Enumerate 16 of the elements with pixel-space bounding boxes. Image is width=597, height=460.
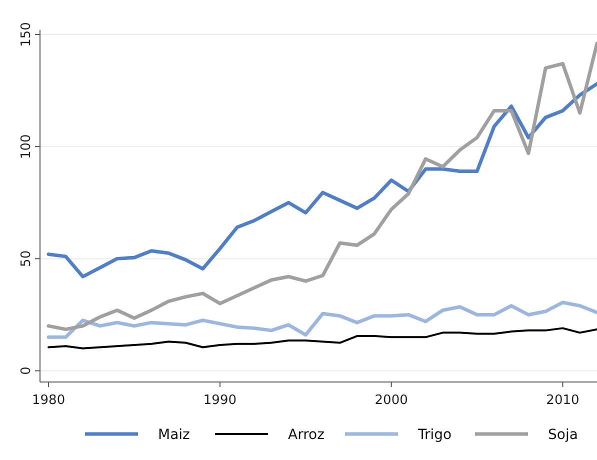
line-series <box>46 42 597 332</box>
y-tick-label: 150 <box>19 22 34 47</box>
x-tick-label: 1980 <box>32 393 66 408</box>
x-tick-label: 1990 <box>203 393 236 408</box>
line-series <box>48 327 597 350</box>
y-tick-label: 50 <box>19 250 34 267</box>
line-series <box>46 82 597 278</box>
y-tick-label: 0 <box>19 366 34 375</box>
line-series <box>46 300 597 339</box>
legend-label: Trigo <box>417 427 452 443</box>
legend-label: Maiz <box>158 427 190 443</box>
legend-label: Arroz <box>288 427 324 443</box>
y-tick-label: 100 <box>19 134 34 159</box>
x-tick-label: 2010 <box>546 393 580 408</box>
x-tick-label: 2000 <box>374 393 408 408</box>
legend-label: Soja <box>548 427 578 443</box>
